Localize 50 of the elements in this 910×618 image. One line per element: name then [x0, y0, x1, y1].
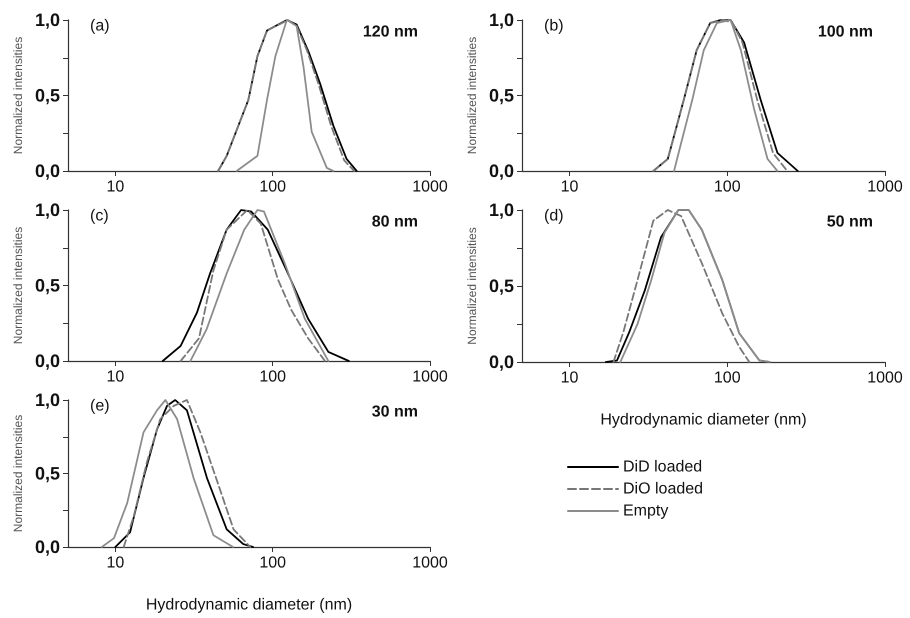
annotation: 30 nm	[372, 404, 418, 420]
x-tick-label: 100	[259, 178, 286, 196]
y-tick-label: 1,0	[34, 390, 60, 410]
x-tick-label: 100	[259, 554, 286, 572]
y-axis-title: Normalized intensities	[465, 36, 479, 154]
y-tick-label: 0,0	[488, 352, 514, 372]
x-tick-label: 1000	[412, 178, 448, 196]
x-tick-label: 10	[560, 370, 578, 386]
x-tick-label: 10	[106, 178, 124, 196]
annotation: (e)	[90, 398, 110, 414]
annotation: (c)	[90, 208, 109, 224]
y-tick-label: 0,5	[488, 86, 514, 106]
y-tick-label: 0,5	[34, 86, 60, 106]
annotation: 50 nm	[826, 214, 874, 230]
annotation: 80 nm	[372, 214, 418, 230]
y-tick-label: 1,0	[34, 200, 60, 220]
y-tick-label: 0,0	[34, 537, 60, 557]
x-tick-label: 10	[106, 554, 124, 572]
y-tick-label: 1,0	[34, 10, 60, 30]
y-tick-label: 1,0	[488, 200, 514, 220]
x-axis-title: Hydrodynamic diameter (nm)	[146, 596, 352, 614]
x-tick-label: 1000	[867, 370, 903, 386]
x-tick-label: 10	[560, 178, 578, 196]
x-tick-label: 1000	[867, 178, 903, 196]
y-tick-label: 0,0	[34, 351, 60, 371]
x-tick-label: 10	[106, 368, 124, 386]
y-axis-title: Normalized intensities	[11, 226, 25, 344]
x-tick-label: 1000	[412, 554, 448, 572]
y-axis-title: Normalized intensities	[11, 36, 25, 154]
y-tick-label: 0,5	[488, 276, 514, 296]
y-tick-label: 0,5	[34, 276, 60, 296]
y-axis-title: Normalized intensities	[465, 227, 479, 345]
x-tick-label: 100	[259, 368, 286, 386]
x-tick-label: 100	[714, 370, 741, 386]
legend-label: DiO loaded	[623, 480, 704, 498]
x-axis-title: Hydrodynamic diameter (nm)	[600, 412, 807, 428]
legend-label: Empty	[623, 502, 668, 520]
y-tick-label: 0,0	[34, 161, 60, 181]
y-axis-title: Normalized intensities	[11, 414, 25, 532]
annotation: (b)	[544, 18, 564, 34]
annotation: 120 nm	[362, 24, 418, 40]
x-tick-label: 100	[714, 178, 741, 196]
legend-label: DiD loaded	[623, 458, 702, 476]
annotation: (a)	[90, 18, 110, 34]
y-tick-label: 1,0	[488, 10, 514, 30]
annotation: 100 nm	[818, 24, 873, 40]
y-tick-label: 0,0	[488, 161, 514, 181]
annotation: (d)	[544, 208, 564, 224]
x-tick-label: 1000	[412, 368, 448, 386]
y-tick-label: 0,5	[34, 464, 60, 484]
